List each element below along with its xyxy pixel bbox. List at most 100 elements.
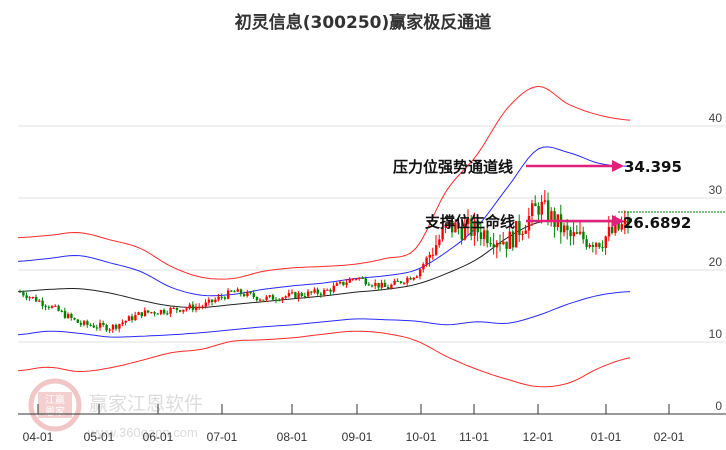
candle-down — [89, 324, 92, 326]
candle-up — [67, 314, 70, 318]
candle-down — [499, 242, 502, 245]
x-tick-label: 11-01 — [459, 430, 489, 444]
candle-up — [99, 322, 102, 328]
watermark: 江赢 恩家 赢家江恩软件 www.360gann.com — [28, 378, 203, 440]
candle-down — [166, 313, 169, 315]
candle-up — [531, 203, 534, 216]
candle-up — [287, 293, 291, 297]
candle-down — [371, 285, 374, 287]
candle-up — [483, 230, 486, 239]
candle-up — [31, 296, 35, 298]
candle-down — [294, 292, 297, 299]
candle-down — [271, 295, 275, 300]
candle-down — [553, 211, 556, 228]
candle-up — [38, 300, 41, 302]
watermark-brand: 赢家江恩软件 — [89, 393, 203, 415]
resistance-label: 压力位强势通道线 — [393, 158, 513, 176]
candle-up — [182, 309, 185, 312]
arrow-right-icon — [612, 160, 624, 172]
candle-down — [489, 243, 492, 245]
candle-down — [367, 284, 371, 286]
candle-up — [150, 312, 153, 314]
candle-up — [172, 307, 175, 309]
candle-up — [281, 297, 284, 301]
candle-up — [415, 276, 419, 278]
inner-lower-line — [17, 291, 631, 338]
candle-up — [291, 292, 294, 294]
candle-down — [95, 327, 99, 329]
outer-lower-line — [17, 330, 631, 388]
candle-down — [303, 295, 307, 297]
candle-down — [63, 311, 67, 318]
candle-down — [249, 291, 252, 294]
candle-up — [473, 220, 476, 236]
candle-down — [342, 281, 345, 285]
candle-up — [495, 242, 499, 248]
candle-up — [259, 299, 262, 301]
outer-upper-line — [17, 85, 631, 280]
support-value: 26.6892 — [623, 214, 691, 232]
candle-up — [563, 225, 566, 233]
support-annotation: 支撑位生命线 26.6892 — [424, 213, 691, 232]
candle-up — [444, 224, 447, 228]
candle-down — [41, 300, 44, 306]
candle-up — [463, 224, 467, 240]
candle-up — [54, 305, 57, 307]
y-tick-label: 0 — [715, 399, 722, 413]
candle-up — [335, 283, 339, 286]
candle-down — [569, 230, 572, 237]
candle-down — [300, 293, 303, 296]
candle-down — [601, 247, 604, 249]
candle-down — [377, 282, 380, 288]
candle-down — [611, 226, 614, 233]
candle-up — [227, 290, 230, 299]
candle-up — [390, 284, 393, 289]
candle-down — [255, 296, 259, 301]
candle-down — [47, 306, 51, 308]
candle-up — [339, 281, 342, 284]
candle-down — [233, 291, 236, 293]
candle-up — [540, 201, 543, 215]
candle-down — [239, 289, 243, 295]
candle-down — [470, 218, 473, 236]
resistance-annotation: 压力位强势通道线 34.395 — [393, 158, 682, 176]
candle-down — [492, 244, 495, 248]
candle-up — [351, 278, 355, 280]
arrow-right-icon — [612, 215, 624, 227]
candle-down — [518, 221, 521, 236]
candle-up — [419, 269, 422, 277]
x-tick-label: 10-01 — [406, 430, 437, 444]
candle-down — [230, 290, 233, 292]
candle-up — [620, 224, 623, 230]
candle-up — [515, 221, 518, 248]
candle-down — [409, 277, 412, 280]
candle-up — [527, 215, 531, 231]
x-tick-label: 05-01 — [84, 430, 115, 444]
candle-down — [131, 316, 134, 321]
candle-down — [79, 322, 83, 325]
candle-up — [572, 232, 575, 237]
candle-down — [329, 289, 332, 292]
candle-up — [614, 221, 617, 233]
watermark-url: www.360gann.com — [87, 425, 198, 440]
y-tick-label: 20 — [709, 255, 723, 269]
candle-down — [22, 292, 25, 296]
candle-down — [575, 232, 579, 234]
x-tick-label: 02-01 — [654, 430, 685, 444]
candle-up — [108, 329, 111, 331]
candle-up — [159, 310, 163, 314]
candle-down — [140, 312, 143, 317]
candle-up — [307, 291, 310, 297]
candle-up — [313, 289, 316, 293]
x-tick-label: 01-01 — [591, 430, 622, 444]
candle-down — [383, 282, 387, 288]
candle-up — [188, 304, 191, 309]
candle-down — [105, 324, 108, 331]
candle-up — [348, 279, 351, 283]
candle-down — [505, 241, 508, 249]
candle-up — [406, 277, 409, 283]
candle-down — [25, 295, 28, 299]
candle-up — [403, 282, 406, 284]
y-tick-label: 10 — [709, 327, 723, 341]
x-tick-label: 12-01 — [523, 430, 554, 444]
